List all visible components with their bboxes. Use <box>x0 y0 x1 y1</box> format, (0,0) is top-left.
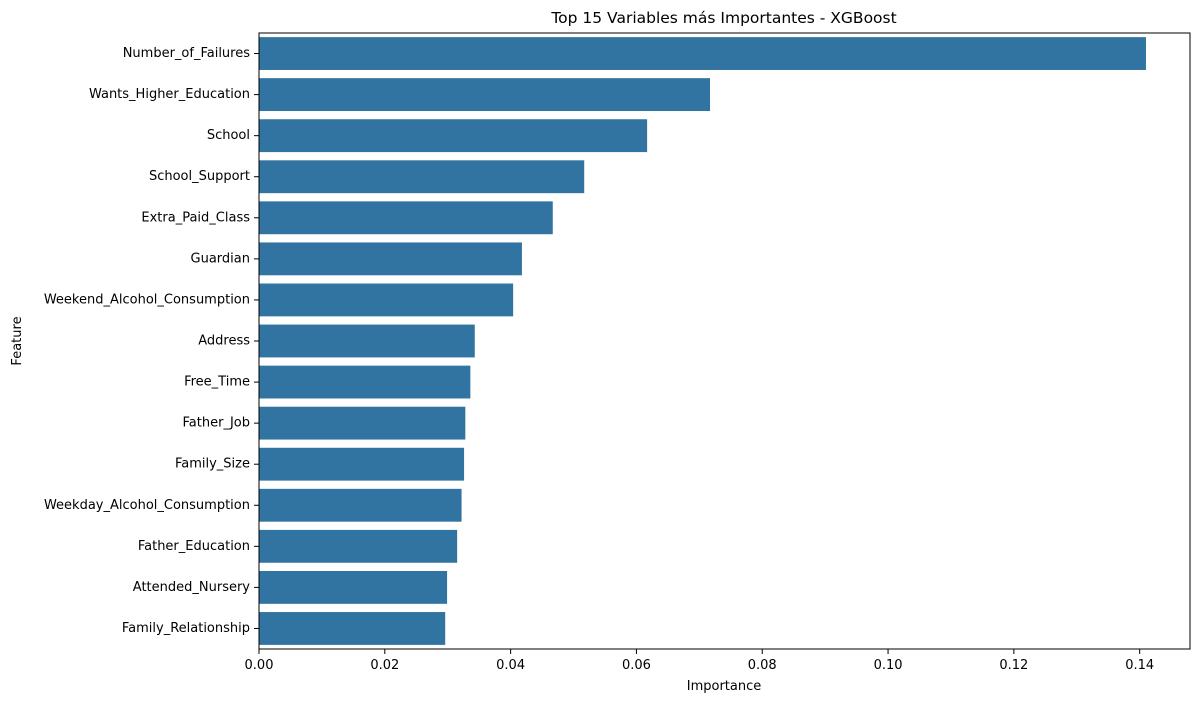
plot-frame <box>258 32 1191 650</box>
bar <box>259 406 466 440</box>
bar <box>259 160 585 194</box>
x-axis-title: Importance <box>687 679 762 694</box>
bar <box>259 447 465 481</box>
bar <box>259 365 471 399</box>
y-tick-label: Family_Relationship <box>122 621 250 636</box>
y-tick-label: School <box>207 128 250 143</box>
bar <box>259 201 553 235</box>
x-tick-label: 0.02 <box>370 658 399 673</box>
y-axis-title: Feature <box>10 316 25 365</box>
bar <box>259 78 711 112</box>
x-tick-label: 0.12 <box>999 658 1028 673</box>
y-tick-label: Family_Size <box>175 457 250 472</box>
x-tick-label: 0.14 <box>1125 658 1154 673</box>
y-tick-label: Free_Time <box>184 375 250 390</box>
x-tick-label: 0.00 <box>245 658 274 673</box>
y-tick-label: Wants_Higher_Education <box>89 87 250 102</box>
x-tick-label: 0.08 <box>748 658 777 673</box>
bar <box>259 37 1146 70</box>
y-tick-label: Attended_Nursery <box>133 580 251 595</box>
y-tick-label: Weekday_Alcohol_Consumption <box>44 498 250 513</box>
y-tick-label: School_Support <box>149 169 250 184</box>
bar <box>259 242 522 276</box>
y-tick-label: Guardian <box>191 251 250 266</box>
y-tick-label: Address <box>198 334 250 349</box>
bar <box>259 612 446 645</box>
y-tick-label: Father_Job <box>183 416 250 431</box>
y-tick-label: Number_of_Failures <box>123 46 251 61</box>
bar <box>259 324 475 358</box>
y-tick-label: Weekend_Alcohol_Consumption <box>44 292 250 307</box>
bar <box>259 488 462 522</box>
bar <box>259 119 648 153</box>
chart-title: Top 15 Variables más Importantes - XGBoo… <box>550 9 896 27</box>
x-tick-label: 0.04 <box>496 658 525 673</box>
y-tick-label: Father_Education <box>138 539 250 554</box>
y-tick-label: Extra_Paid_Class <box>141 210 250 225</box>
plot-area: Number_of_Failures Wants_Higher_Education… <box>44 32 1191 673</box>
bar <box>259 570 448 604</box>
x-tick-label: 0.10 <box>874 658 903 673</box>
x-tick-label: 0.06 <box>622 658 651 673</box>
bar <box>259 529 458 563</box>
bar <box>259 283 514 317</box>
